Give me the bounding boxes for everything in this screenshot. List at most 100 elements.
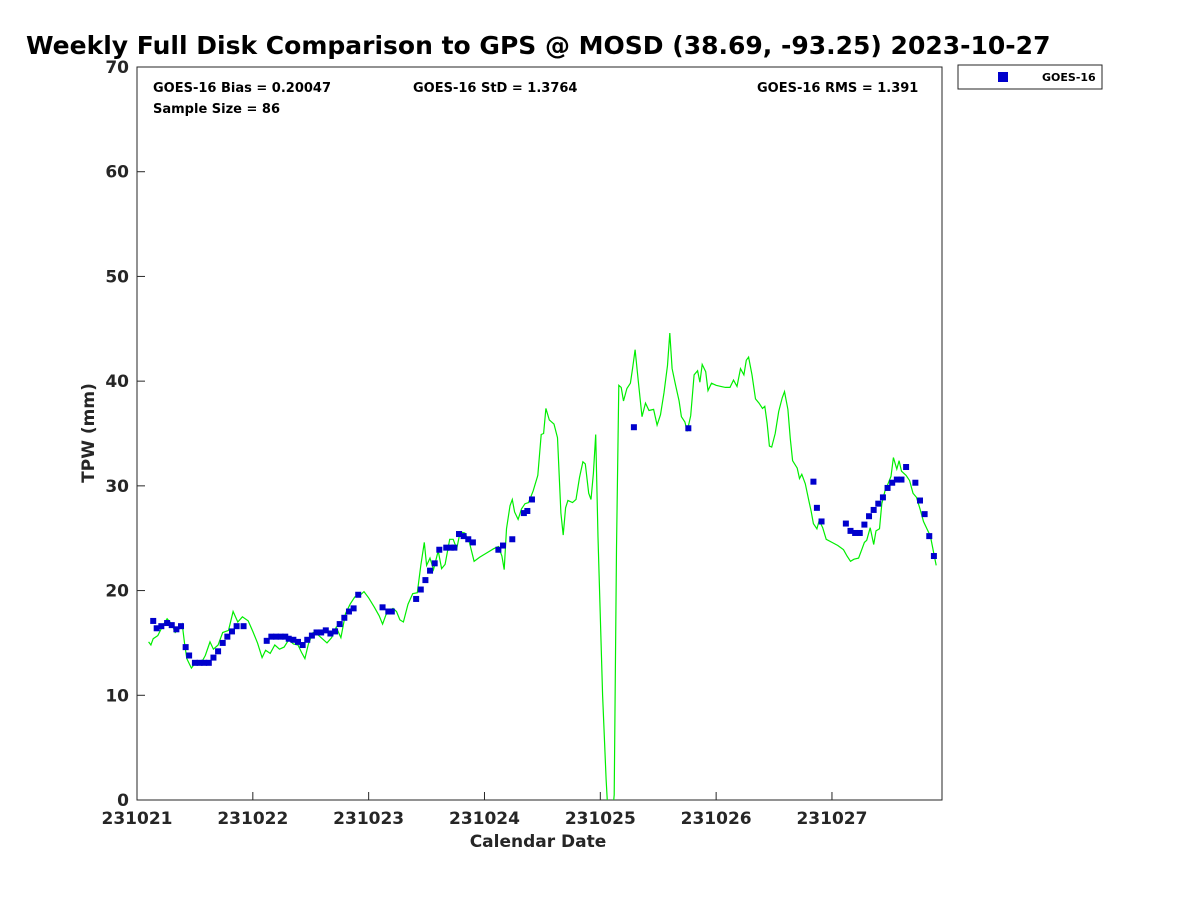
goes16-point [350, 605, 357, 612]
goes16-point [422, 577, 429, 584]
legend-marker-goes16 [998, 72, 1008, 82]
goes16-point [210, 654, 217, 661]
gps-line [148, 332, 937, 800]
goes16-point [879, 494, 886, 501]
goes16-point [847, 527, 854, 534]
goes16-point [813, 504, 820, 511]
bias-stat: GOES-16 Bias = 0.20047 [153, 81, 331, 96]
goes16-point [318, 629, 325, 636]
x-tick-label: 231025 [565, 809, 636, 829]
x-tick-label: 231021 [102, 809, 173, 829]
goes16-point [889, 479, 896, 486]
sample-size-stat: Sample Size = 86 [153, 102, 280, 117]
x-tick-label: 231024 [449, 809, 520, 829]
goes16-point [285, 635, 292, 642]
goes16-point [460, 533, 467, 540]
goes16-point [313, 629, 320, 636]
goes16-point [186, 652, 193, 659]
goes16-point [290, 636, 297, 643]
goes16-point [417, 586, 424, 593]
goes16-point [355, 591, 362, 598]
goes16-point [240, 623, 247, 630]
goes16-point [219, 639, 226, 646]
legend-label-goes16: GOES-16 [1042, 71, 1096, 84]
goes16-point [150, 617, 157, 624]
goes16-point [866, 513, 873, 520]
goes16-point [898, 476, 905, 483]
goes16-point [912, 479, 919, 486]
rms-stat: GOES-16 RMS = 1.391 [757, 81, 918, 96]
goes16-point [158, 623, 165, 630]
y-tick-label: 50 [105, 267, 129, 287]
goes16-point [500, 542, 507, 549]
goes16-point [201, 659, 208, 666]
goes16-point [930, 553, 937, 560]
goes16-point [336, 621, 343, 628]
x-axis-label: Calendar Date [470, 832, 607, 852]
y-tick-label: 40 [105, 372, 129, 392]
goes16-point [431, 560, 438, 567]
gps-series [148, 332, 937, 800]
goes16-point [443, 544, 450, 551]
legend-box [957, 64, 1103, 90]
goes16-point [427, 567, 434, 574]
goes16-point [182, 644, 189, 651]
std-stat: GOES-16 StD = 1.3764 [413, 81, 577, 96]
goes16-point [528, 496, 535, 503]
goes16-point [524, 507, 531, 514]
x-tick-label: 231026 [681, 809, 752, 829]
goes16-point [413, 595, 420, 602]
chart-title: Weekly Full Disk Comparison to GPS @ MOS… [26, 31, 1050, 60]
goes16-point [456, 531, 462, 538]
goes16-point [856, 529, 863, 536]
goes16-point [277, 633, 284, 640]
goes16-point [630, 424, 637, 431]
goes16-point [495, 546, 502, 553]
goes16-point [263, 637, 270, 644]
x-tick-label: 231027 [796, 809, 867, 829]
goes16-point [168, 622, 175, 629]
y-axis: 0 10 20 30 40 50 60 70 [105, 58, 145, 811]
plot-frame [136, 66, 943, 801]
goes16-point [178, 623, 185, 630]
goes16-point [810, 478, 817, 485]
x-tick-label: 231022 [217, 809, 288, 829]
goes16-point [196, 659, 203, 666]
goes16-point [447, 544, 454, 551]
goes16-point [215, 648, 222, 655]
goes16-point [870, 506, 877, 513]
goes16-point [520, 510, 527, 517]
goes16-point [388, 608, 395, 615]
goes16-point [685, 425, 692, 432]
goes16-point [233, 623, 240, 630]
legend: GOES-16 [957, 64, 1103, 90]
goes16-point [345, 608, 352, 615]
goes16-point [916, 497, 923, 504]
goes16-point [268, 633, 275, 640]
goes16-point [509, 536, 516, 543]
goes16-point [893, 476, 900, 483]
y-tick-label: 60 [105, 163, 129, 183]
x-tick-label: 231023 [333, 809, 404, 829]
y-tick-label: 20 [105, 582, 129, 602]
goes16-point [295, 638, 301, 645]
goes16-point [852, 529, 859, 536]
goes16-point [884, 484, 891, 491]
goes16-point [818, 518, 825, 525]
y-tick-label: 0 [117, 791, 129, 811]
goes16-point [322, 627, 329, 634]
goes16-point [903, 464, 910, 471]
goes16-point [299, 642, 306, 649]
goes16-point [224, 633, 231, 640]
x-axis: 231021 231022 231023 231024 231025 231026 2310… [102, 792, 867, 829]
goes16-point [341, 614, 348, 621]
goes16-point [308, 632, 315, 639]
goes16-point [451, 544, 458, 551]
goes16-point [332, 628, 339, 635]
goes16-point [379, 604, 386, 611]
goes16-point [304, 636, 311, 643]
goes16-point [469, 539, 476, 546]
goes16-series [150, 424, 937, 666]
goes16-point [153, 625, 160, 632]
